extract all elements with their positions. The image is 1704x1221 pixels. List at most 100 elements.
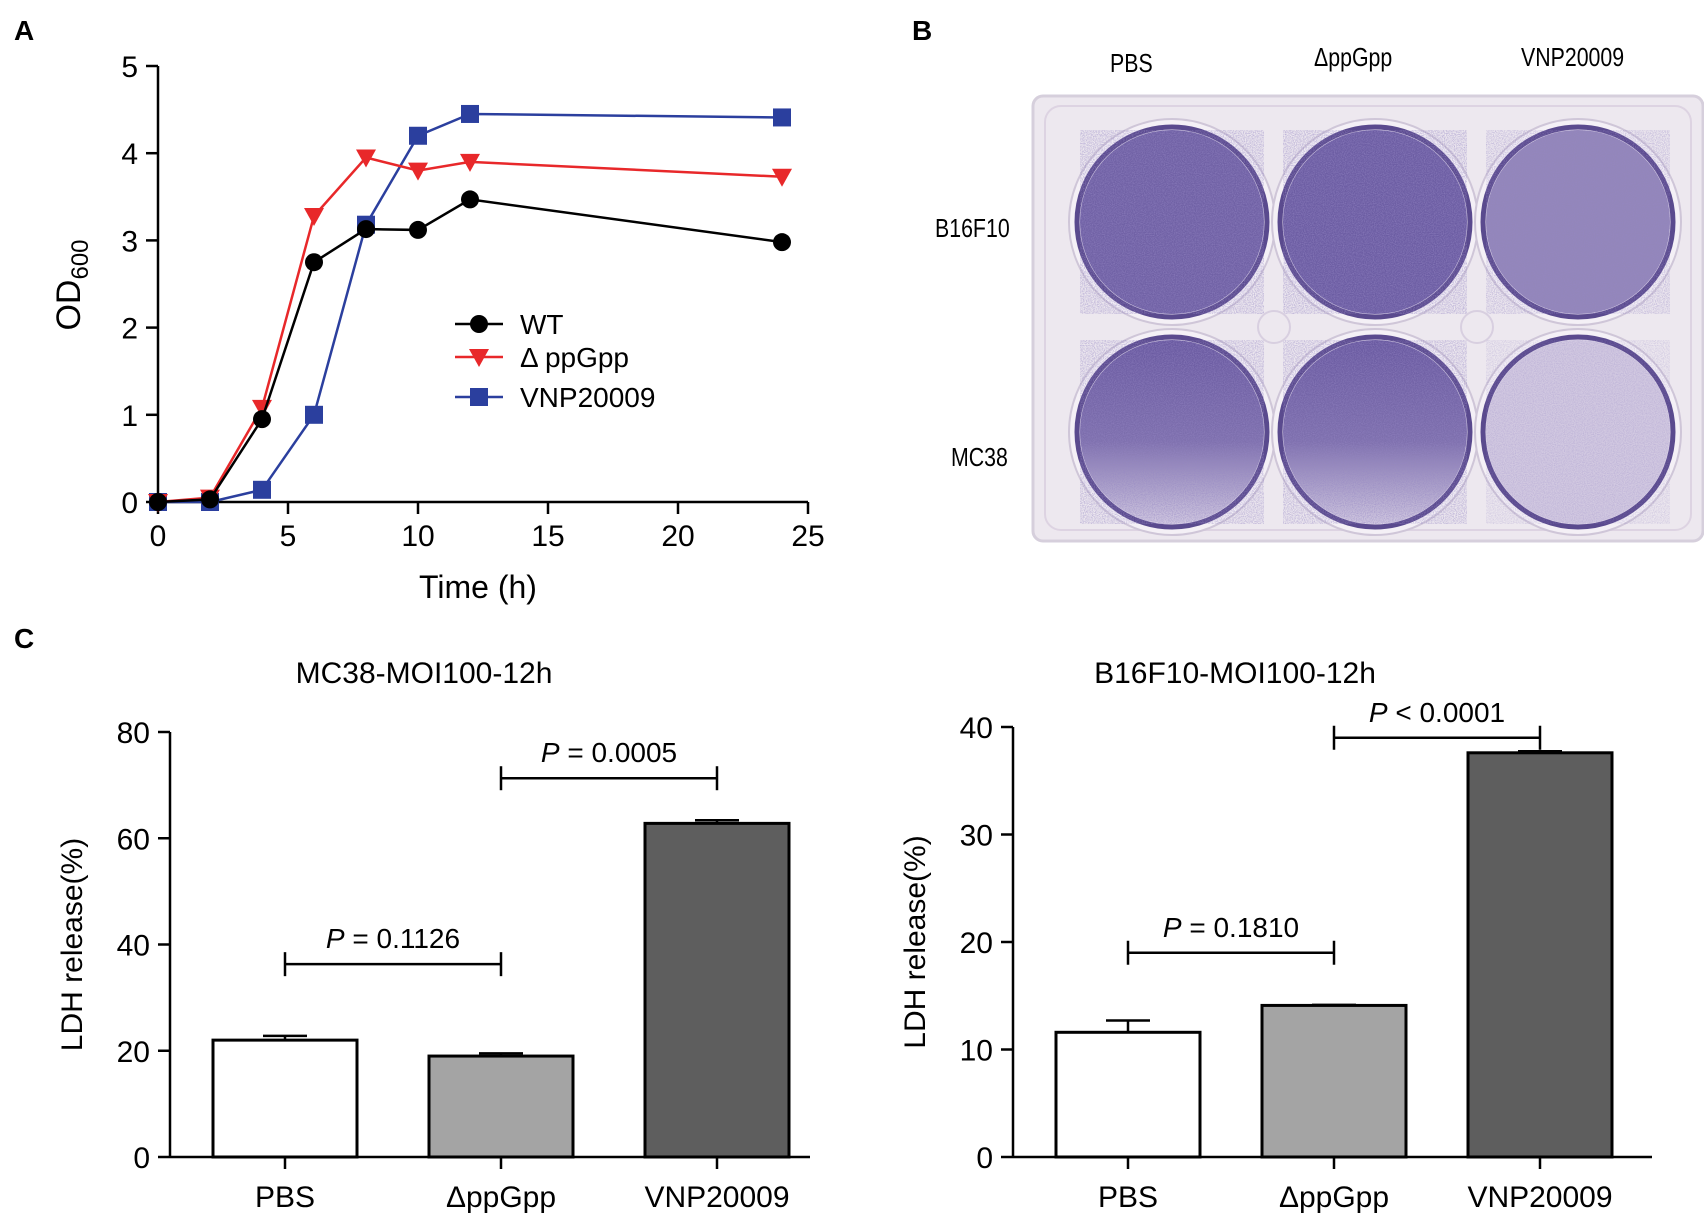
bar-1 (427, 1054, 575, 1159)
plate-connector (1257, 310, 1291, 344)
bar-y-tick-label: 20 (960, 927, 993, 960)
p-value-label: P = 0.0005 (541, 737, 677, 768)
plate-connector (1460, 310, 1494, 344)
growth-x-tick-label: 0 (150, 520, 167, 553)
growth-x-tick-label: 20 (661, 520, 694, 553)
growth-y-tick-label: 2 (121, 313, 138, 346)
bar-y-tick-label: 20 (117, 1036, 150, 1069)
p-symbol: P (1163, 912, 1182, 943)
p-value: = 0.1810 (1182, 912, 1300, 943)
growth-point (773, 108, 791, 127)
bar-y-tick-label: 30 (960, 820, 993, 853)
growth-legend-label-0: WT (520, 309, 564, 340)
bar-2 (1466, 751, 1614, 1159)
bar-title: MC38-MOI100-12h (296, 657, 553, 690)
bar-category-label: PBS (1098, 1181, 1158, 1214)
growth-point (772, 168, 792, 187)
p-value: = 0.0005 (560, 737, 678, 768)
plate-row-label-b16f10: B16F10 (935, 213, 1010, 243)
growth-point (304, 207, 324, 226)
p-value-label: P < 0.0001 (1369, 697, 1505, 728)
growth-legend-marker-0 (470, 315, 488, 333)
p-value-label: P = 0.1126 (326, 923, 460, 954)
bar-y-label: LDH release(%) (56, 838, 89, 1051)
bar-y-tick-label: 40 (117, 930, 150, 963)
growth-x-label: Time (h) (419, 569, 537, 605)
bar-0 (1054, 1030, 1202, 1159)
growth-chart: 0 1 2 3 4 5 0 5 10 15 20 25 Time (h) OD600 WTΔ ppG… (50, 51, 825, 605)
panel-label-a: A (14, 15, 34, 46)
growth-series-line-0 (157, 198, 783, 504)
p-value: < 0.0001 (1388, 697, 1506, 728)
plate-col-label-ppgpp: ΔppGpp (1314, 42, 1393, 72)
bar-1 (1260, 1003, 1408, 1159)
growth-point (305, 405, 323, 424)
bar-y-label: LDH release(%) (899, 835, 932, 1048)
plate-row-label-mc38: MC38 (951, 442, 1008, 472)
p-symbol: P (541, 737, 560, 768)
p-value-label: P = 0.1810 (1163, 912, 1299, 943)
plate-well-texture (1486, 340, 1670, 524)
bar-category-label: ΔppGpp (1279, 1181, 1389, 1214)
growth-y-tick-label: 0 (121, 487, 138, 520)
growth-point (356, 149, 376, 168)
plate-well-texture (1283, 340, 1467, 524)
growth-point (253, 410, 271, 429)
bar-y-tick-label: 10 (960, 1035, 993, 1068)
bar-category-label: VNP20009 (644, 1181, 789, 1214)
bar-0 (211, 1038, 359, 1159)
plate-well-texture (1283, 130, 1467, 314)
plate-well-texture (1486, 130, 1670, 314)
plate-col-label-pbs: PBS (1110, 48, 1153, 78)
growth-point (149, 493, 167, 511)
plate-col-label-vnp: VNP20009 (1521, 42, 1625, 72)
growth-x-tick-label: 5 (280, 520, 297, 553)
panel-label-b: B (912, 15, 932, 46)
growth-point (773, 233, 791, 252)
growth-x-tick-label: 25 (791, 520, 824, 553)
growth-point (201, 490, 219, 509)
growth-y-label: OD600 (50, 239, 94, 330)
growth-y-tick-label: 3 (121, 225, 138, 258)
growth-legend-label-1: Δ ppGpp (520, 342, 629, 373)
bar-y-tick-label: 40 (960, 712, 993, 745)
bar-title: B16F10-MOI100-12h (1094, 657, 1376, 690)
growth-point (461, 104, 479, 123)
bar-category-label: PBS (255, 1181, 315, 1214)
growth-point (253, 480, 271, 499)
bar-y-tick-label: 60 (117, 823, 150, 856)
growth-y-tick-label: 5 (121, 51, 138, 84)
p-symbol: P (1369, 697, 1388, 728)
growth-point (409, 126, 427, 145)
plate-photo (1031, 94, 1704, 543)
growth-point (357, 220, 375, 239)
p-symbol: P (326, 923, 345, 954)
plate-well-texture (1080, 340, 1264, 524)
growth-legend-label-2: VNP20009 (520, 382, 655, 413)
plate-well-texture (1080, 130, 1264, 314)
ldh-chart-b16f10: B16F10-MOI100-12h 0 10 20 30 40 LDH release(%)… (899, 657, 1652, 1214)
growth-legend-marker-2 (470, 388, 488, 406)
growth-x-tick-label: 10 (401, 520, 434, 553)
growth-legend: WTΔ ppGpp VNP20009 (455, 309, 655, 413)
bar-category-label: VNP20009 (1467, 1181, 1612, 1214)
bar-y-tick-label: 0 (133, 1142, 150, 1175)
growth-x-tick-label: 15 (531, 520, 564, 553)
bar-category-label: ΔppGpp (446, 1181, 556, 1214)
bar-y-tick-label: 80 (117, 717, 150, 750)
growth-point (461, 190, 479, 209)
growth-point (408, 162, 428, 181)
bar-y-tick-label: 0 (976, 1142, 993, 1175)
p-value: = 0.1126 (345, 923, 460, 954)
bar-2 (643, 821, 791, 1159)
panel-label-c: C (14, 623, 34, 654)
ldh-chart-mc38: MC38-MOI100-12h 0 20 40 60 80 LDH release(%) PB… (56, 657, 810, 1214)
growth-point (305, 253, 323, 272)
growth-point (460, 153, 480, 172)
growth-legend-marker-1 (469, 349, 489, 367)
growth-point (409, 220, 427, 239)
growth-series-line-1 (157, 156, 783, 504)
growth-y-tick-label: 4 (121, 138, 138, 171)
growth-y-tick-label: 1 (121, 400, 138, 433)
